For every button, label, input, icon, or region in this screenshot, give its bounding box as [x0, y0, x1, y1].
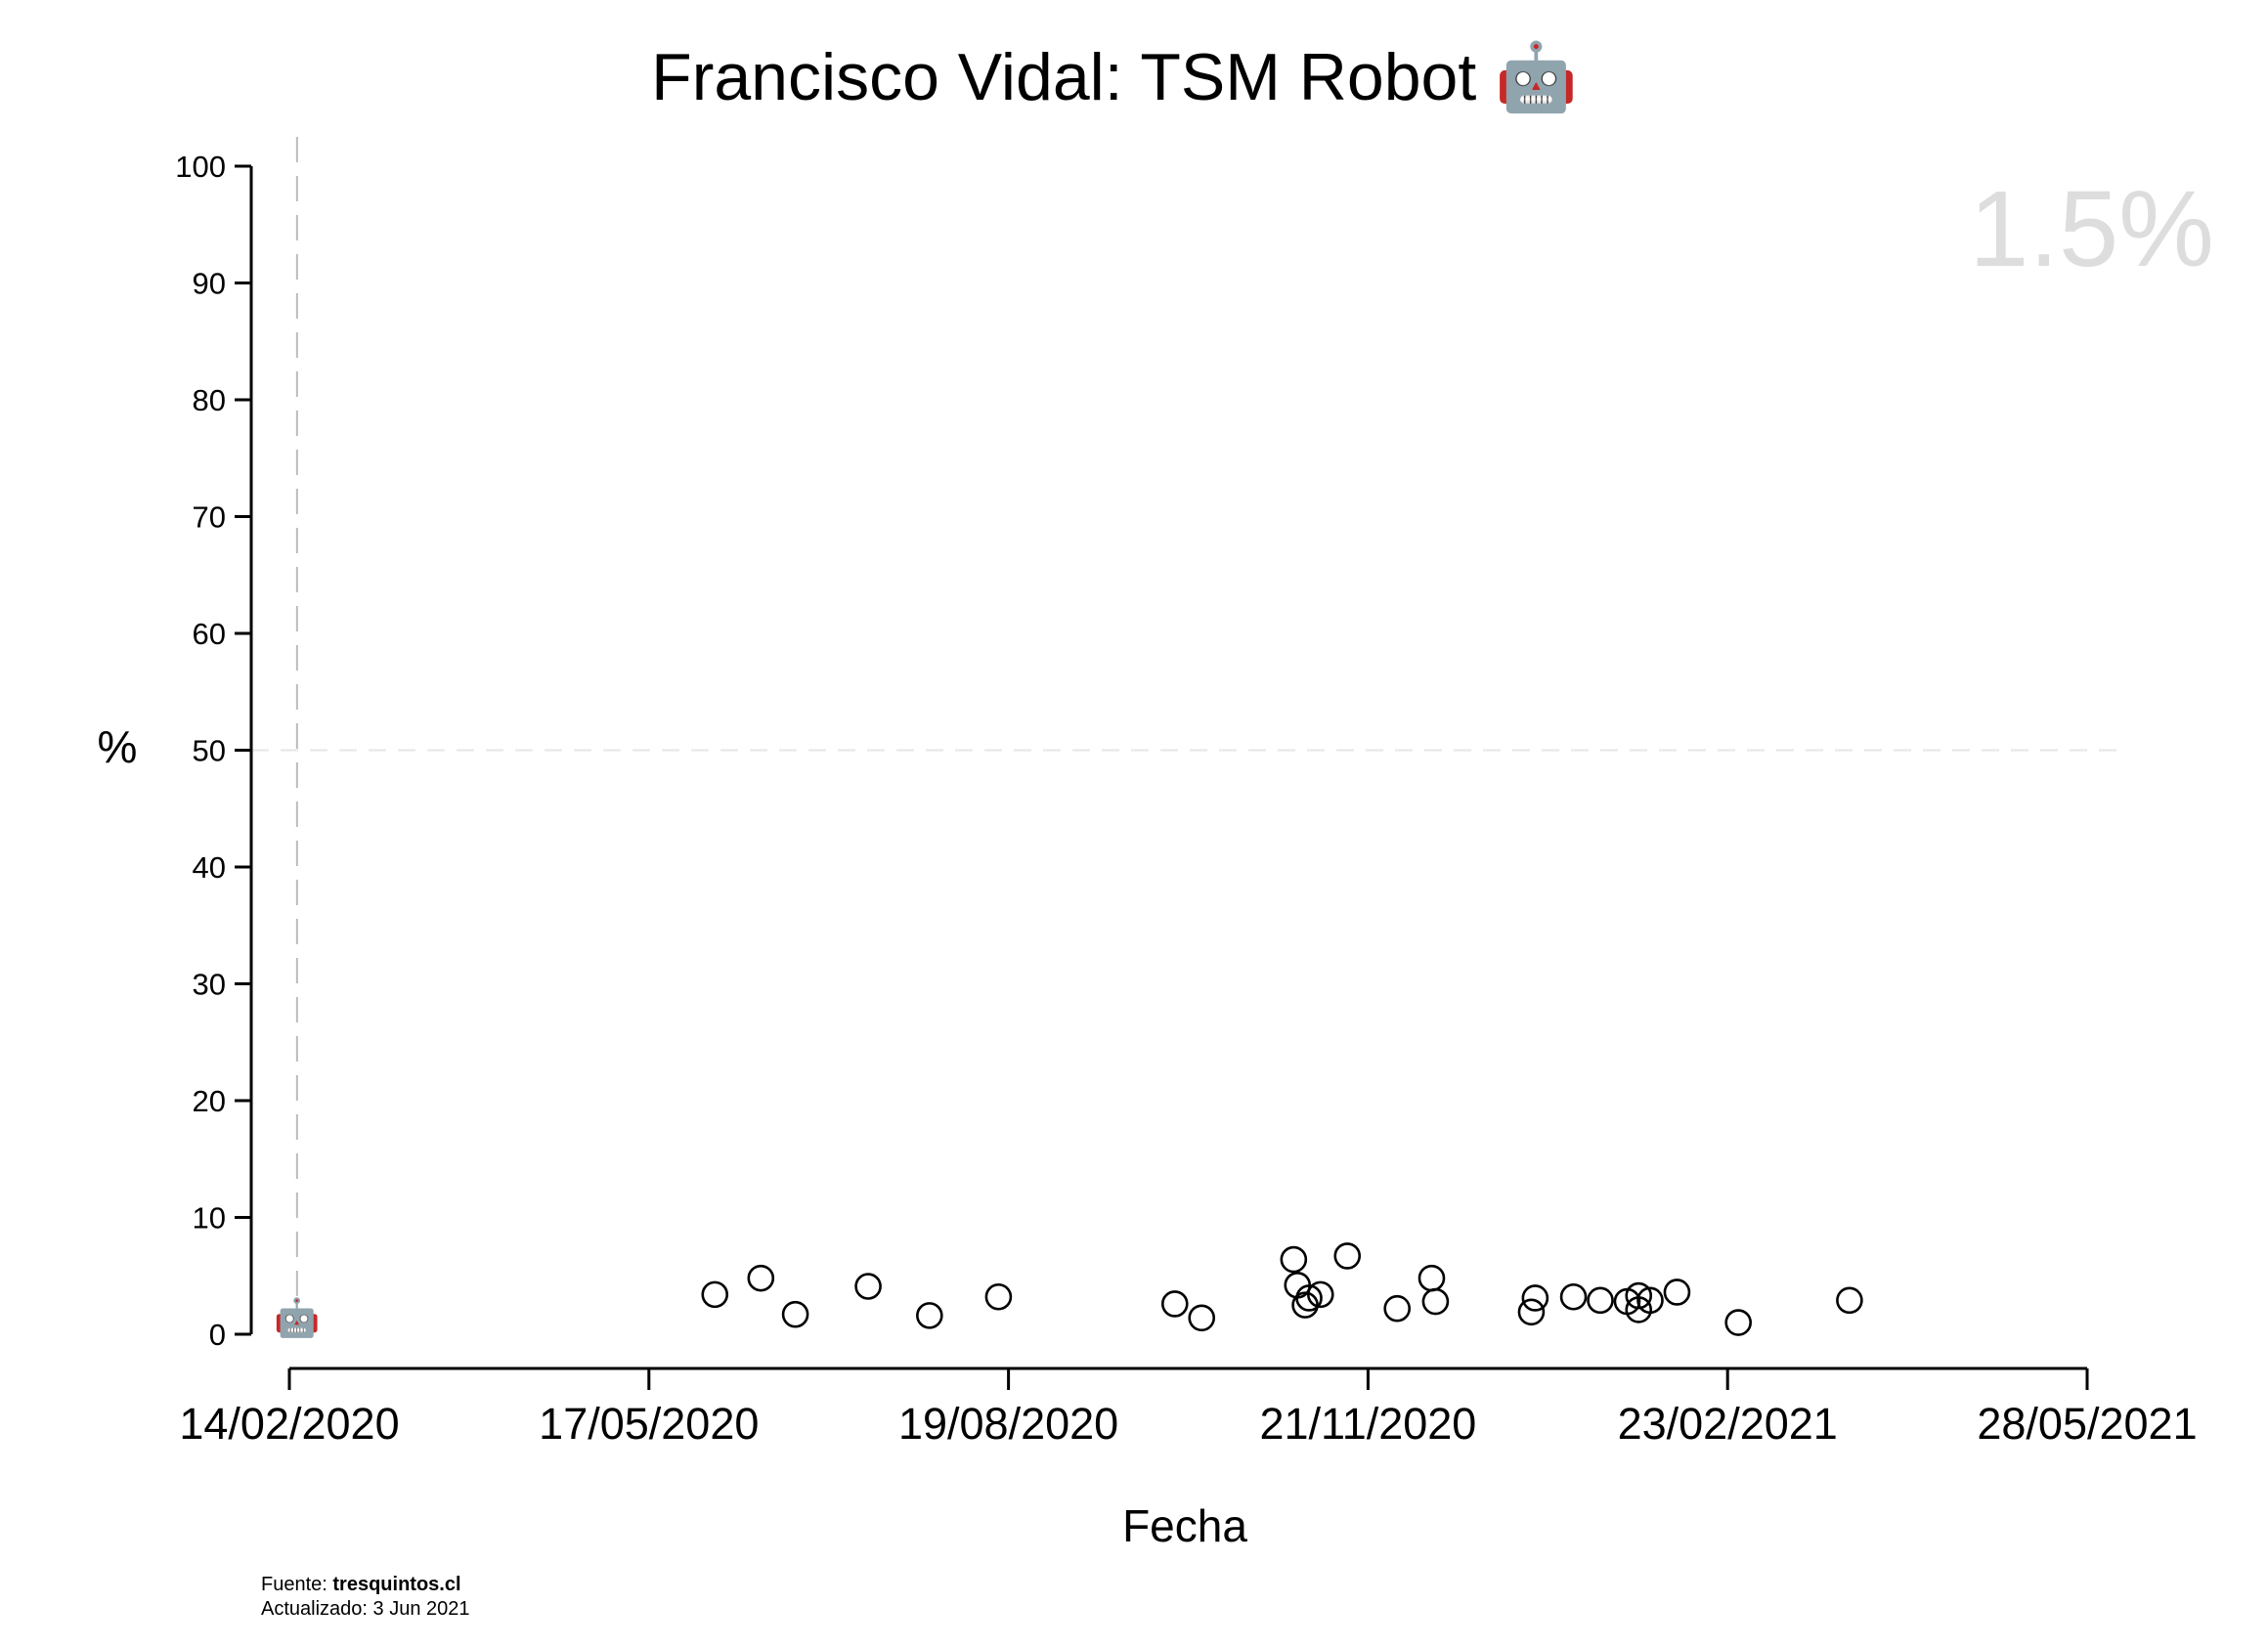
y-tick-label: 60 — [193, 617, 226, 651]
data-point — [1517, 1298, 1546, 1326]
data-point — [1280, 1245, 1308, 1274]
y-tick-label: 20 — [193, 1084, 226, 1118]
data-point — [1587, 1286, 1614, 1315]
reference-lines — [251, 137, 2126, 1344]
x-axis-label: Fecha — [1122, 1500, 1247, 1551]
data-point — [781, 1300, 809, 1328]
data-point — [1836, 1286, 1863, 1315]
x-tick-label: 14/02/2020 — [179, 1399, 399, 1449]
data-point — [747, 1264, 775, 1292]
updated-note: Actualizado: 3 Jun 2021 — [261, 1598, 470, 1620]
robot-icon: 🤖 — [1495, 39, 1578, 114]
y-tick-label: 0 — [209, 1318, 226, 1352]
axes: 0 10 20 30 40 50 60 70 80 90 100 14/02/2020 17/05/20… — [175, 150, 2197, 1449]
data-point — [1333, 1242, 1362, 1270]
robot-marker-icon: 🤖 — [274, 1296, 320, 1339]
data-point — [1625, 1281, 1653, 1310]
data-point — [1421, 1287, 1450, 1316]
x-tick-label: 28/05/2021 — [1977, 1399, 2197, 1449]
y-tick-label: 50 — [193, 734, 226, 768]
data-point — [1663, 1279, 1691, 1306]
data-point — [984, 1282, 1013, 1311]
data-point — [1306, 1280, 1334, 1309]
data-point — [1418, 1264, 1446, 1292]
x-tick-label: 17/05/2020 — [539, 1399, 759, 1449]
data-point — [701, 1280, 729, 1309]
data-point — [854, 1273, 882, 1300]
y-tick-label: 40 — [193, 850, 226, 885]
data-point — [1559, 1282, 1588, 1311]
data-point — [1724, 1309, 1752, 1336]
source-note: Fuente: tresquintos.cl — [261, 1574, 461, 1595]
y-tick-label: 90 — [193, 267, 226, 301]
chart-title: Francisco Vidal: TSM Robot 🤖 — [651, 39, 1578, 114]
y-tick-label: 30 — [193, 968, 226, 1002]
data-point — [1636, 1286, 1664, 1315]
data-point — [1521, 1284, 1549, 1312]
y-axis-label: % — [98, 721, 138, 772]
data-point — [1295, 1284, 1323, 1312]
y-tick-label: 100 — [175, 150, 226, 184]
x-tick-label: 23/02/2021 — [1618, 1399, 1838, 1449]
data-point — [916, 1302, 943, 1329]
data-point — [1160, 1290, 1189, 1318]
x-tick-label: 19/08/2020 — [898, 1399, 1118, 1449]
data-point — [1383, 1294, 1412, 1323]
y-tick-label: 70 — [193, 500, 226, 535]
x-tick-label: 21/11/2020 — [1259, 1399, 1476, 1449]
data-point — [1291, 1291, 1319, 1319]
data-points: 🤖 — [274, 1242, 1863, 1339]
y-tick-label: 10 — [193, 1201, 226, 1236]
highlight-percentage: 1.5% — [1969, 169, 2214, 289]
y-tick-label: 80 — [193, 383, 226, 417]
data-point — [1188, 1304, 1216, 1332]
